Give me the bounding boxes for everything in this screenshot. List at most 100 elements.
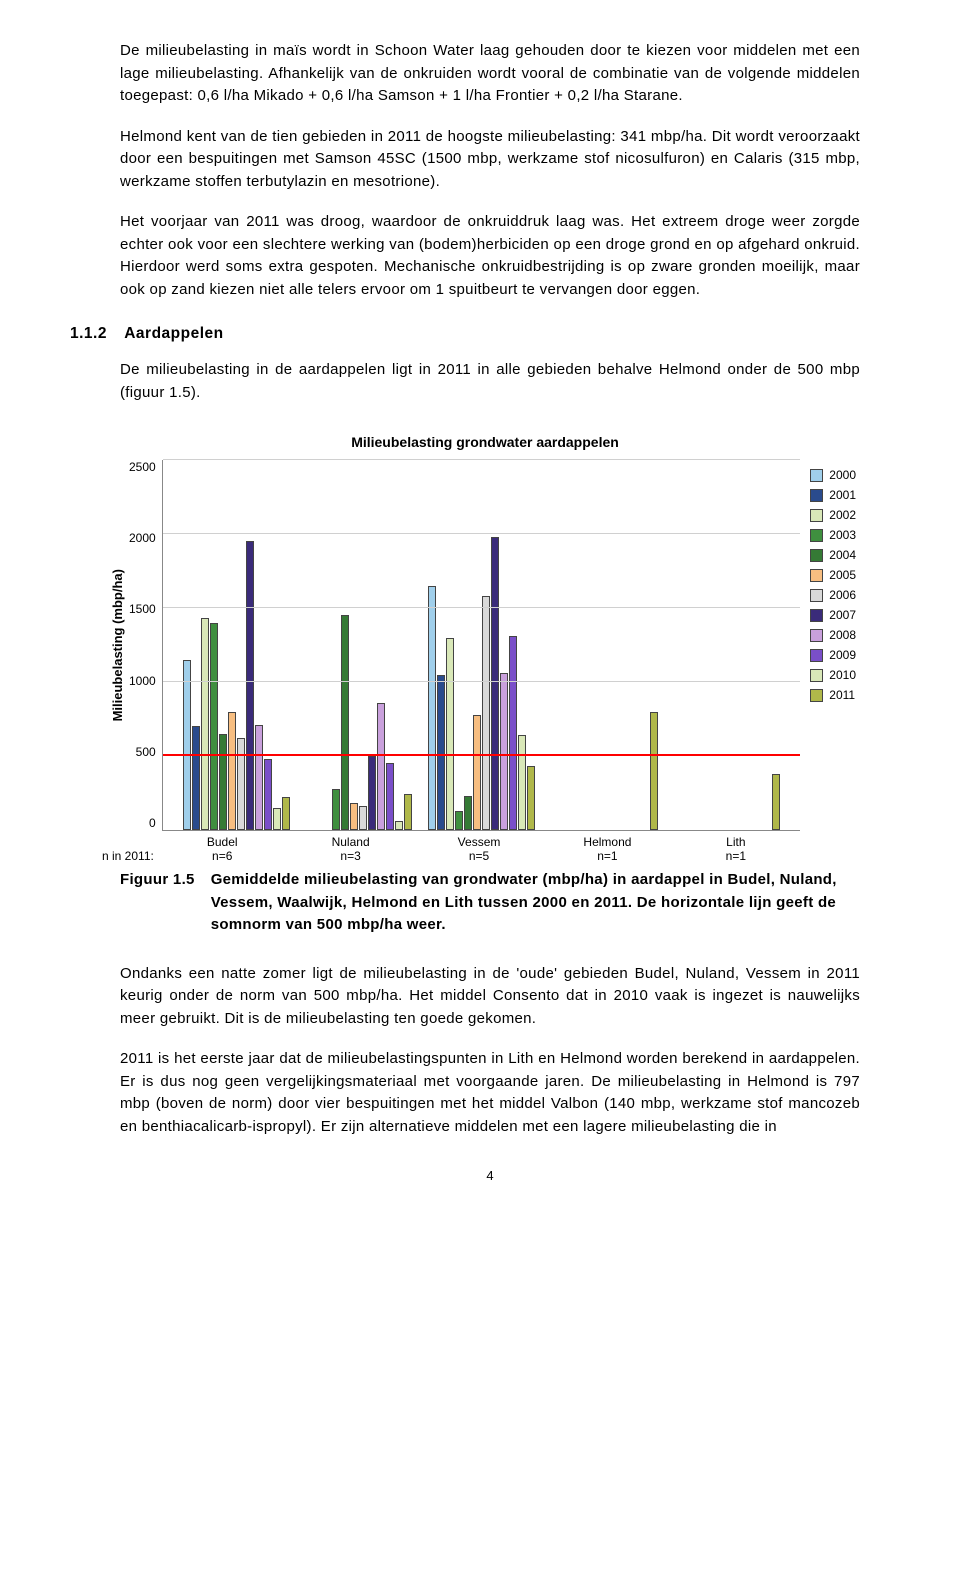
ytick: 1000: [129, 674, 156, 688]
legend-item: 2003: [810, 528, 856, 542]
legend-label: 2009: [829, 648, 856, 662]
bar: [210, 623, 218, 830]
bar: [518, 735, 526, 830]
n-label: n=5: [415, 849, 543, 863]
legend-item: 2000: [810, 468, 856, 482]
legend-item: 2008: [810, 628, 856, 642]
bar-group: [543, 460, 666, 830]
legend-swatch: [810, 589, 823, 602]
chart-container: Milieubelasting grondwater aardappelen M…: [110, 434, 860, 863]
legend-item: 2004: [810, 548, 856, 562]
bar: [377, 703, 385, 830]
post-paragraph-1: Ondanks een natte zomer ligt de milieube…: [120, 963, 860, 1031]
chart-title: Milieubelasting grondwater aardappelen: [110, 434, 860, 450]
bar: [650, 712, 658, 830]
xtick: Budel: [158, 835, 286, 849]
bar: [332, 789, 340, 830]
legend-item: 2007: [810, 608, 856, 622]
ytick: 2500: [129, 460, 156, 474]
ytick: 2000: [129, 531, 156, 545]
n-label: n=6: [158, 849, 286, 863]
chart-yaxis: 2500 2000 1500 1000 500 0: [129, 460, 162, 830]
chart-plot: [162, 460, 801, 831]
legend-item: 2006: [810, 588, 856, 602]
paragraph-2: Helmond kent van de tien gebieden in 201…: [120, 126, 860, 194]
ytick: 1500: [129, 602, 156, 616]
bar: [473, 715, 481, 830]
legend-item: 2011: [810, 688, 856, 702]
legend-label: 2002: [829, 508, 856, 522]
paragraph-3: Het voorjaar van 2011 was droog, waardoo…: [120, 211, 860, 301]
figure-text: Gemiddelde milieubelasting van grondwate…: [211, 869, 860, 937]
bar-group: [297, 460, 420, 830]
bar: [359, 806, 367, 830]
xtick: Vessem: [415, 835, 543, 849]
n-lead: n in 2011:: [102, 849, 154, 863]
bar: [464, 796, 472, 830]
legend-label: 2006: [829, 588, 856, 602]
legend-label: 2000: [829, 468, 856, 482]
bar: [183, 660, 191, 830]
legend-label: 2005: [829, 568, 856, 582]
xtick: Lith: [672, 835, 800, 849]
bar-group: [420, 460, 543, 830]
section-paragraph: De milieubelasting in de aardappelen lig…: [120, 359, 860, 404]
bar: [282, 797, 290, 830]
legend-swatch: [810, 649, 823, 662]
n-label: n=3: [286, 849, 414, 863]
post-paragraph-2: 2011 is het eerste jaar dat de milieubel…: [120, 1048, 860, 1138]
norm-line: [163, 754, 801, 756]
chart-n-row: n in 2011:n=6n=3n=5n=1n=1: [110, 849, 860, 863]
section-heading: 1.1.2 Aardappelen: [70, 325, 860, 343]
bar: [428, 586, 436, 830]
bar: [341, 615, 349, 830]
legend-swatch: [810, 669, 823, 682]
bar: [264, 759, 272, 830]
legend-swatch: [810, 509, 823, 522]
bar: [219, 734, 227, 830]
legend-swatch: [810, 629, 823, 642]
legend-label: 2011: [829, 688, 855, 702]
bar: [509, 636, 517, 830]
bar: [446, 638, 454, 830]
legend-item: 2001: [810, 488, 856, 502]
legend-item: 2009: [810, 648, 856, 662]
legend-label: 2001: [829, 488, 856, 502]
bar: [482, 596, 490, 830]
bar: [192, 726, 200, 830]
bar: [350, 803, 358, 830]
bar: [395, 821, 403, 830]
chart-ylabel: Milieubelasting (mbp/ha): [110, 569, 125, 721]
legend-swatch: [810, 569, 823, 582]
bar: [527, 766, 535, 830]
paragraph-1: De milieubelasting in maïs wordt in Scho…: [120, 40, 860, 108]
bar: [437, 675, 445, 830]
legend-label: 2004: [829, 548, 856, 562]
chart-legend: 2000 2001 2002 2003 2004 2005 2006 2007 2008 2009…: [800, 460, 860, 710]
legend-label: 2007: [829, 608, 856, 622]
xtick: Nuland: [286, 835, 414, 849]
legend-swatch: [810, 609, 823, 622]
bar: [237, 738, 245, 830]
bar: [273, 808, 281, 830]
legend-item: 2005: [810, 568, 856, 582]
legend-item: 2002: [810, 508, 856, 522]
ytick: 500: [136, 745, 156, 759]
figure-caption: Figuur 1.5 Gemiddelde milieubelasting va…: [120, 869, 860, 937]
bar: [491, 537, 499, 830]
n-label: n=1: [672, 849, 800, 863]
bar: [455, 811, 463, 830]
legend-swatch: [810, 549, 823, 562]
n-label: n=1: [543, 849, 671, 863]
page-number: 4: [120, 1168, 860, 1183]
legend-label: 2003: [829, 528, 856, 542]
chart-xaxis: BudelNulandVessemHelmondLith: [110, 835, 860, 849]
xtick: Helmond: [543, 835, 671, 849]
bar: [404, 794, 412, 830]
legend-label: 2010: [829, 668, 856, 682]
bar-group: [175, 460, 298, 830]
legend-swatch: [810, 529, 823, 542]
bar: [386, 763, 394, 830]
ytick: 0: [149, 816, 156, 830]
legend-swatch: [810, 689, 823, 702]
